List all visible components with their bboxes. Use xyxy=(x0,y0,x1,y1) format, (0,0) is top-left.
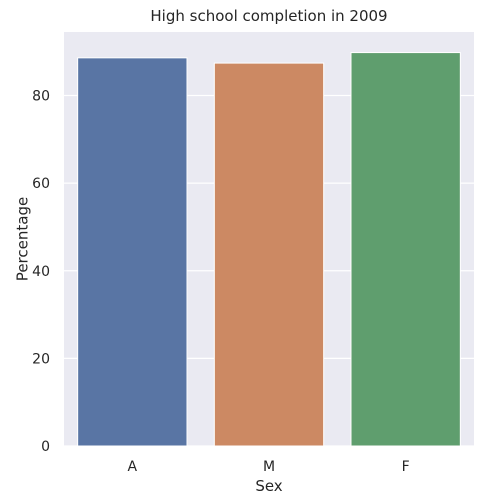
y-tick-label: 40 xyxy=(32,264,50,280)
chart-title: High school completion in 2009 xyxy=(150,7,387,25)
bar-m xyxy=(213,62,325,447)
y-axis-label: Percentage xyxy=(13,197,31,281)
x-tick-label: M xyxy=(263,459,275,475)
x-tick-label: F xyxy=(402,459,410,475)
bar-f xyxy=(350,52,461,447)
x-tick-label: A xyxy=(128,459,138,475)
y-tick-labels: 0 20 40 60 80 xyxy=(32,89,50,455)
bars xyxy=(77,52,461,447)
bar-a xyxy=(77,57,188,447)
y-tick-label: 80 xyxy=(32,89,50,105)
y-tick-label: 60 xyxy=(32,176,50,192)
y-tick-label: 20 xyxy=(32,351,50,367)
y-tick-label: 0 xyxy=(41,439,50,455)
x-axis-label: Sex xyxy=(255,477,282,495)
